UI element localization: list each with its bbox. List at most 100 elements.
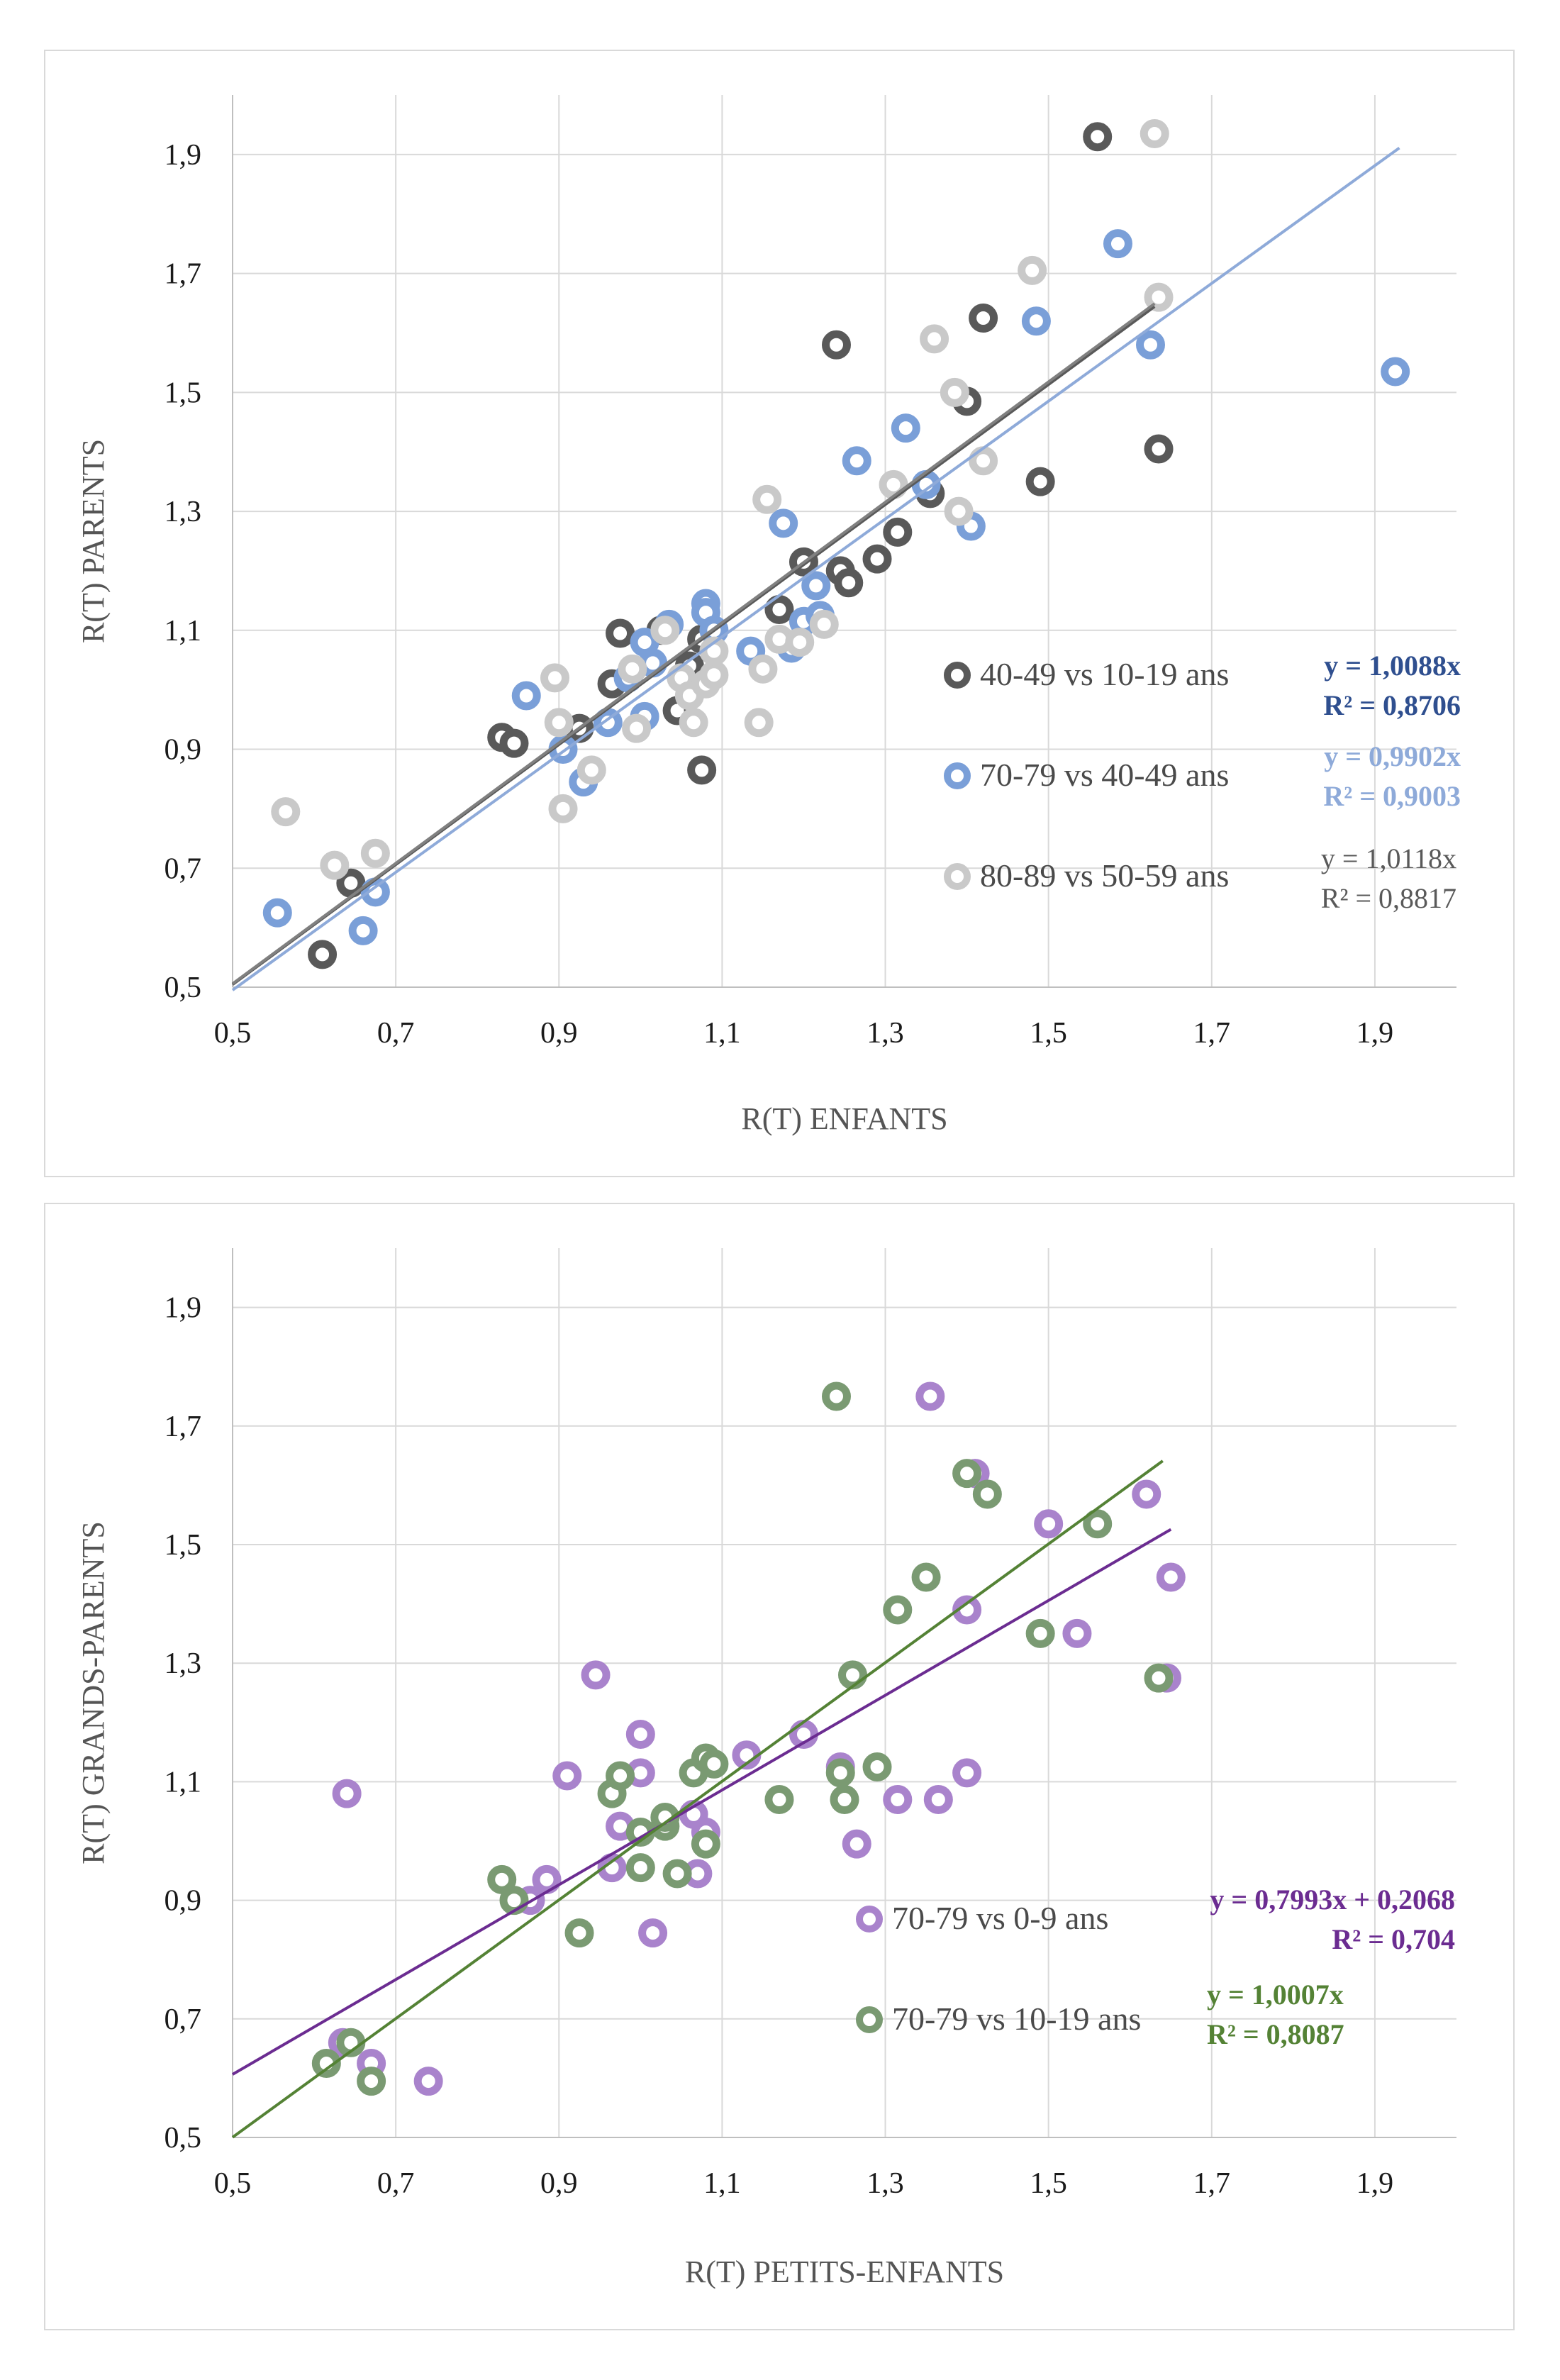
data-point xyxy=(752,484,782,514)
x-tick-label: 1,5 xyxy=(1030,1017,1067,1050)
trendline-70-79-vs-40-49-ans xyxy=(231,146,1400,991)
data-point xyxy=(1021,306,1051,336)
data-point xyxy=(940,377,969,407)
data-point xyxy=(952,1459,982,1489)
data-point xyxy=(1025,1618,1055,1648)
data-point xyxy=(413,2067,443,2096)
x-tick-label: 0,9 xyxy=(540,2167,578,2200)
chart-panel-grands-parents: 0,5 0,7 0,9 1,1 1,3 1,5 1,7 1,9 0,5 0,7 0,9 1,1 1,3 1… xyxy=(44,1203,1515,2330)
data-point xyxy=(308,940,338,969)
data-point xyxy=(699,660,729,690)
trend-equation-70-79-vs-40-49-ans: y = 0,9902x R² = 0,9003 xyxy=(1323,740,1461,812)
data-point xyxy=(842,1829,871,1859)
x-axis-title: R(T) ENFANTS xyxy=(741,1101,947,1136)
legend-entry-70-79-vs-40-49-ans: 70-79 vs 40-49 ans xyxy=(944,757,1229,793)
data-point xyxy=(1132,1479,1161,1509)
data-point xyxy=(1083,122,1113,152)
data-point xyxy=(1103,229,1132,259)
r-squared: R² = 0,704 xyxy=(1332,1923,1455,1955)
x-tick-label: 1,3 xyxy=(867,2167,904,2200)
data-point xyxy=(1144,282,1174,312)
data-point xyxy=(764,594,794,624)
data-point xyxy=(1144,434,1174,464)
data-point xyxy=(262,898,292,928)
data-point xyxy=(662,1859,692,1889)
data-point xyxy=(862,544,892,574)
data-point xyxy=(548,794,578,823)
data-point xyxy=(625,1853,655,1883)
y-axis-title: R(T) PARENTS xyxy=(76,439,111,643)
data-point xyxy=(1136,330,1165,360)
data-point xyxy=(748,654,778,684)
data-point xyxy=(952,1758,982,1788)
series-70-79-vs-0-9-ans-markers xyxy=(328,1381,1186,2096)
x-tick-label: 1,7 xyxy=(1193,2167,1231,2200)
data-point xyxy=(625,1720,655,1750)
legend-marker xyxy=(944,662,971,689)
series-70-79-vs-10-19-ans-markers xyxy=(311,1381,1174,2096)
data-point xyxy=(744,708,774,738)
data-point xyxy=(511,681,541,711)
data-point xyxy=(606,618,635,648)
trend-equation-70-79-vs-0-9-ans: y = 0,7993x + 0,2068 R² = 0,704 xyxy=(1210,1884,1455,1955)
y-tick-label: 1,7 xyxy=(165,1411,202,1443)
data-point xyxy=(944,496,974,526)
data-point xyxy=(271,797,301,827)
data-point xyxy=(1025,467,1055,496)
x-tick-label: 0,5 xyxy=(214,2167,252,2200)
data-point xyxy=(1062,1618,1092,1648)
y-tick-label: 1,7 xyxy=(165,258,202,291)
x-tick-label: 0,7 xyxy=(377,1017,415,1050)
data-point xyxy=(540,663,570,693)
data-point xyxy=(834,568,864,598)
data-point xyxy=(348,916,378,945)
data-point xyxy=(883,1784,913,1814)
trendline-80-89-vs-50-59-ans xyxy=(231,302,1156,985)
r-squared: R² = 0,8087 xyxy=(1207,2018,1344,2050)
series-80-89-vs-50-59-ans-markers xyxy=(271,119,1174,880)
r-squared: R² = 0,8817 xyxy=(1321,882,1456,914)
data-point xyxy=(320,850,350,880)
x-tick-label: 1,9 xyxy=(1356,2167,1394,2200)
trend-equation-40-49-vs-10-19-ans: y = 1,0088x R² = 0,8706 xyxy=(1323,650,1461,721)
data-point xyxy=(593,708,623,738)
legend-entry-70-79-vs-0-9-ans: 70-79 vs 0-9 ans xyxy=(856,1900,1108,1936)
data-point xyxy=(821,330,851,360)
data-point xyxy=(487,1864,517,1894)
legend-label: 70-79 vs 0-9 ans xyxy=(892,1900,1108,1936)
data-point xyxy=(1083,1509,1113,1539)
data-point xyxy=(576,755,606,785)
x-tick-label: 1,1 xyxy=(703,2167,741,2200)
data-point xyxy=(1144,1663,1174,1693)
x-tick-label: 0,9 xyxy=(540,1017,578,1050)
data-point xyxy=(650,616,680,645)
data-point xyxy=(311,2049,341,2078)
data-point xyxy=(552,1761,582,1791)
legend-entry-80-89-vs-50-59-ans: 80-89 vs 50-59 ans xyxy=(944,857,1229,894)
data-point xyxy=(764,1784,794,1814)
legend-marker xyxy=(944,863,971,890)
data-point xyxy=(842,446,871,476)
data-point xyxy=(915,1381,945,1411)
data-point xyxy=(699,1749,729,1779)
y-tick-label: 1,5 xyxy=(165,1529,202,1562)
data-point xyxy=(825,1758,855,1788)
data-point xyxy=(891,413,920,443)
data-point xyxy=(564,1918,594,1948)
trend-equation: y = 1,0007x xyxy=(1207,1979,1344,2011)
y-tick-label: 0,5 xyxy=(165,2122,202,2154)
y-tick-label: 1,1 xyxy=(165,615,202,647)
data-point xyxy=(357,2067,386,2096)
data-point xyxy=(606,1761,635,1791)
y-tick-label: 0,9 xyxy=(165,734,202,767)
y-tick-label: 1,3 xyxy=(165,1647,202,1680)
trend-equation: y = 1,0088x xyxy=(1324,650,1461,682)
data-point xyxy=(1140,119,1169,149)
y-tick-label: 0,5 xyxy=(165,972,202,1004)
y-tick-label: 1,9 xyxy=(165,139,202,172)
legend-label: 70-79 vs 10-19 ans xyxy=(892,2001,1141,2037)
r-squared: R² = 0,8706 xyxy=(1323,689,1461,721)
data-point xyxy=(809,609,839,639)
trendline-70-79-vs-0-9-ans xyxy=(231,1528,1172,2076)
data-point xyxy=(883,517,913,547)
